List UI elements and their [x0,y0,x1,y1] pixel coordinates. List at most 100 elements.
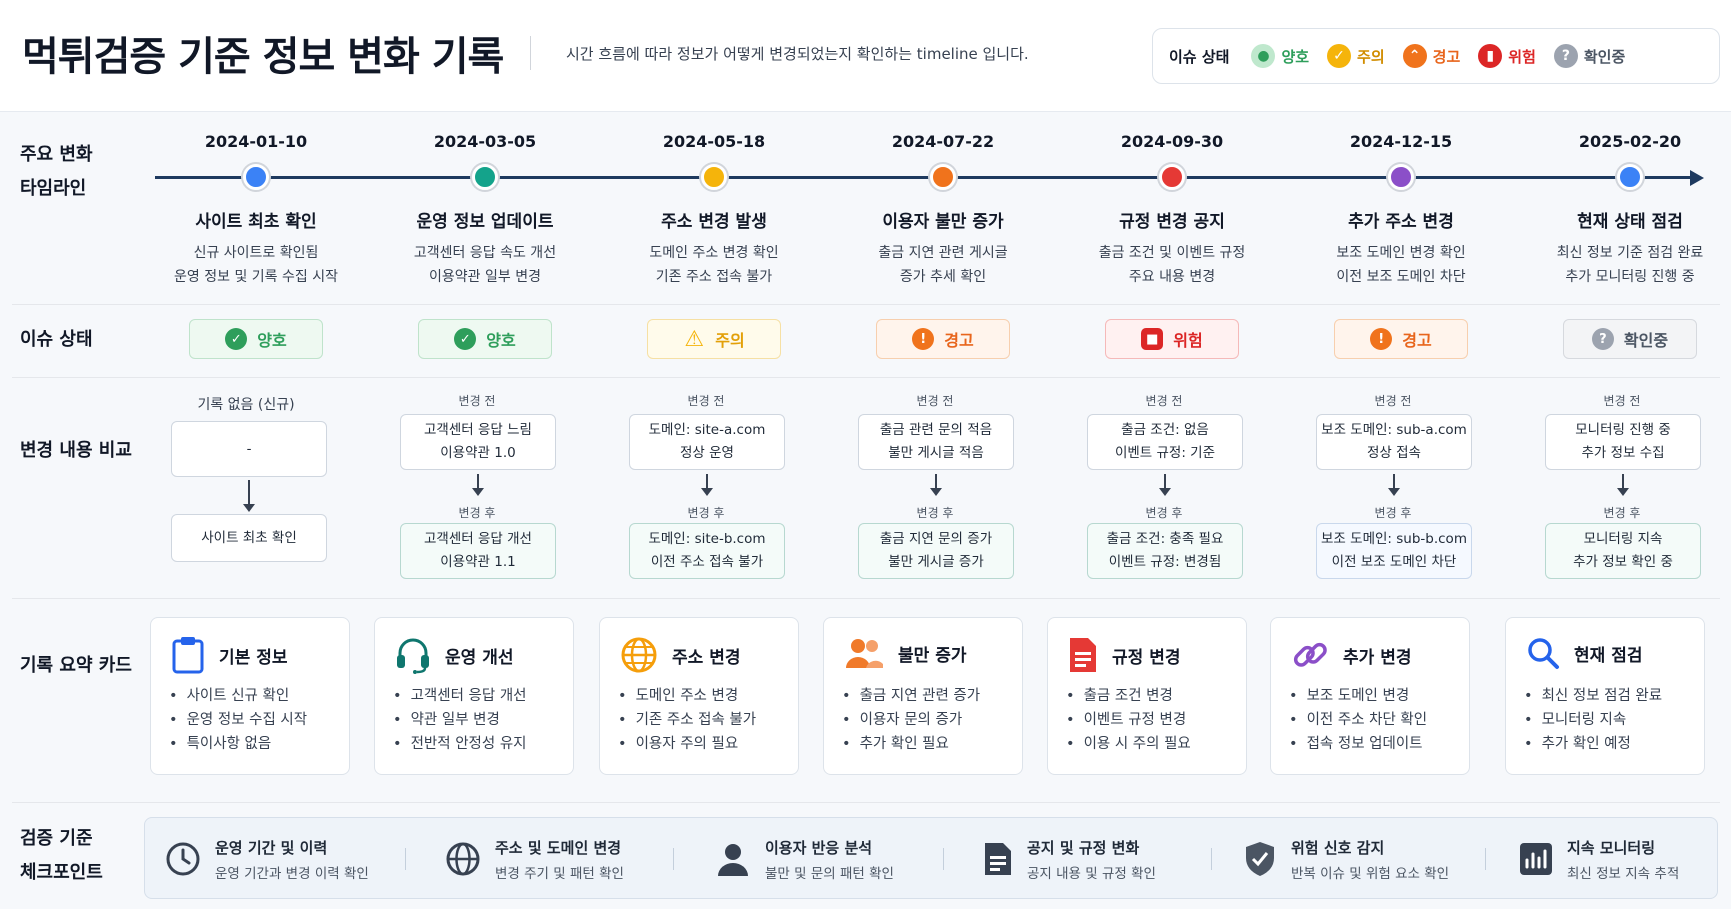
arrow-down-icon [1617,474,1629,496]
document-icon [985,843,1011,875]
timeline-dot[interactable] [243,164,269,190]
checkpoint-item: 위험 신호 감지 반복 이슈 및 위험 요소 확인 [1243,832,1449,886]
checkpoint-item: 공지 및 규정 변화 공지 내용 및 규정 확인 [983,832,1156,886]
summary-card[interactable]: 불만 증가 출금 지연 관련 증가이용자 문의 증가추가 확인 필요 [823,617,1023,775]
summary-card[interactable]: 규정 변경 출금 조건 변경이벤트 규정 변경이용 시 주의 필요 [1047,617,1247,775]
legend-item-caution: ✓ 주의 [1327,44,1385,68]
timeline-dot[interactable] [930,164,956,190]
event-date: 2025-02-20 [1578,132,1682,151]
legend-item-danger: ▮ 위험 [1478,44,1536,68]
check-icon: ✓ [225,328,248,350]
card-title: 추가 변경 [1343,647,1412,668]
timeline-dot[interactable] [472,164,498,190]
after-label: 변경 후 [1603,506,1641,520]
danger-icon: ▮ [1478,44,1503,68]
globe-icon [621,637,657,673]
summary-card[interactable]: 주소 변경 도메인 주소 변경기존 주소 접속 불가이용자 주의 필요 [599,617,799,775]
arrow-down-icon [243,480,255,512]
danger-icon: ■ [1141,328,1164,350]
checkpoint-panel: 운영 기간 및 이력 운영 기간과 변경 이력 확인 주소 및 도메인 변경 변경 … [144,817,1718,899]
before-label: 변경 전 [687,394,725,408]
arrow-down-icon [1159,474,1171,496]
timeline-dot[interactable] [1159,164,1185,190]
event-date: 2024-05-18 [662,132,766,151]
card-list: 출금 조건 변경이벤트 규정 변경이용 시 주의 필요 [1066,684,1191,756]
document-icon [1070,638,1096,672]
row-separator [12,304,1720,305]
timeline-dot[interactable] [701,164,727,190]
before-box: 출금 조건: 없음 이벤트 규정: 기준 [1087,414,1243,470]
after-box: 보조 도메인: sub-b.com 이전 보조 도메인 차단 [1316,523,1472,579]
card-list: 사이트 신규 확인운영 정보 수집 시작특이사항 없음 [169,684,308,756]
timeline-dot[interactable] [1388,164,1414,190]
event-title: 운영 정보 업데이트 [416,212,554,232]
checkpoint-item: 운영 기간 및 이력 운영 기간과 변경 이력 확인 [165,832,369,886]
warning-icon: ! [912,328,935,350]
page-title: 먹튀검증 기준 정보 변화 기록 [22,34,504,80]
clock-icon [166,842,200,876]
event-title: 사이트 최초 확인 [195,212,317,232]
warning-icon: ! [1370,328,1393,350]
shield-icon [1246,842,1274,876]
timeline-dot[interactable] [1617,164,1643,190]
check-icon: ✓ [454,328,477,350]
legend-item-good: ● 양호 [1251,44,1309,68]
timeline-axis [155,176,1695,179]
users-icon [846,639,883,668]
card-list: 고객센터 응답 개선약관 일부 변경전반적 안정성 유지 [393,684,527,756]
card-title: 주소 변경 [672,647,741,668]
page-subtitle: 시간 흐름에 따라 정보가 어떻게 변경되었는지 확인하는 timeline 입… [566,45,1029,63]
before-box: 보조 도메인: sub-a.com 정상 접속 [1316,414,1472,470]
event-description: 고객센터 응답 속도 개선 이용약관 일부 변경 [413,245,557,285]
row-label-compare: 변경 내용 비교 [20,440,132,461]
checkpoint-item: 주소 및 도메인 변경 변경 주기 및 패턴 확인 [445,832,624,886]
user-icon [718,844,748,876]
globe-icon [446,842,480,876]
after-box: 고객센터 응답 개선 이용약관 1.1 [400,523,556,579]
after-box: 출금 조건: 충족 필요 이벤트 규정: 변경됨 [1087,523,1243,579]
summary-card[interactable]: 기본 정보 사이트 신규 확인운영 정보 수집 시작특이사항 없음 [150,617,350,775]
question-icon: ? [1591,328,1614,350]
before-box: 모니터링 진행 중 추가 정보 수집 [1545,414,1701,470]
event-description: 신규 사이트로 확인됨 운영 정보 및 기록 수집 시작 [174,245,338,285]
row-label-timeline: 주요 변화 타임라인 [20,144,93,199]
arrow-down-icon [1388,474,1400,496]
card-title: 규정 변경 [1112,647,1181,668]
event-description: 최신 정보 기준 점검 완료 추가 모니터링 진행 중 [1556,245,1704,285]
card-list: 출금 지연 관련 증가이용자 문의 증가추가 확인 필요 [842,684,981,756]
event-title: 규정 변경 공지 [1119,212,1225,232]
event-date: 2024-12-15 [1349,132,1453,151]
card-title: 운영 개선 [445,647,514,668]
event-date: 2024-01-10 [204,132,308,151]
event-description: 출금 지연 관련 게시글 증가 추세 확인 [878,245,1008,285]
status-badge: ? 확인중 [1563,319,1697,359]
before-box: - [171,421,327,477]
card-title: 현재 점검 [1574,645,1643,666]
before-box: 도메인: site-a.com 정상 운영 [629,414,785,470]
summary-card[interactable]: 추가 변경 보조 도메인 변경이전 주소 차단 확인접속 정보 업데이트 [1270,617,1470,775]
status-badge: ✓ 양호 [189,319,323,359]
clipboard-icon [172,637,204,674]
card-title: 불만 증가 [898,645,967,666]
status-badge: ✓ 양호 [418,319,552,359]
after-label: 변경 후 [1145,506,1183,520]
search-icon [1528,638,1559,669]
event-description: 출금 조건 및 이벤트 규정 주요 내용 변경 [1098,245,1246,285]
status-badge: ■ 위험 [1105,319,1239,359]
caution-icon: ✓ [1327,44,1352,68]
summary-card[interactable]: 운영 개선 고객센터 응답 개선약관 일부 변경전반적 안정성 유지 [374,617,574,775]
before-label: 변경 전 [1145,394,1183,408]
event-description: 도메인 주소 변경 확인 기존 주소 접속 불가 [649,245,779,285]
after-label: 변경 후 [1374,506,1412,520]
card-list: 도메인 주소 변경기존 주소 접속 불가이용자 주의 필요 [618,684,757,756]
row-label-cards: 기록 요약 카드 [20,655,132,676]
checkpoint-item: 지속 모니터링 최신 정보 지속 추적 [1519,832,1679,886]
title-divider [530,36,531,70]
card-list: 보조 도메인 변경이전 주소 차단 확인접속 정보 업데이트 [1289,684,1428,756]
row-label-checkpoints: 검증 기준 체크포인트 [20,828,103,883]
row-separator [12,802,1720,803]
event-date: 2024-07-22 [891,132,995,151]
legend-title: 이슈 상태 [1169,47,1230,66]
row-separator [12,598,1720,599]
